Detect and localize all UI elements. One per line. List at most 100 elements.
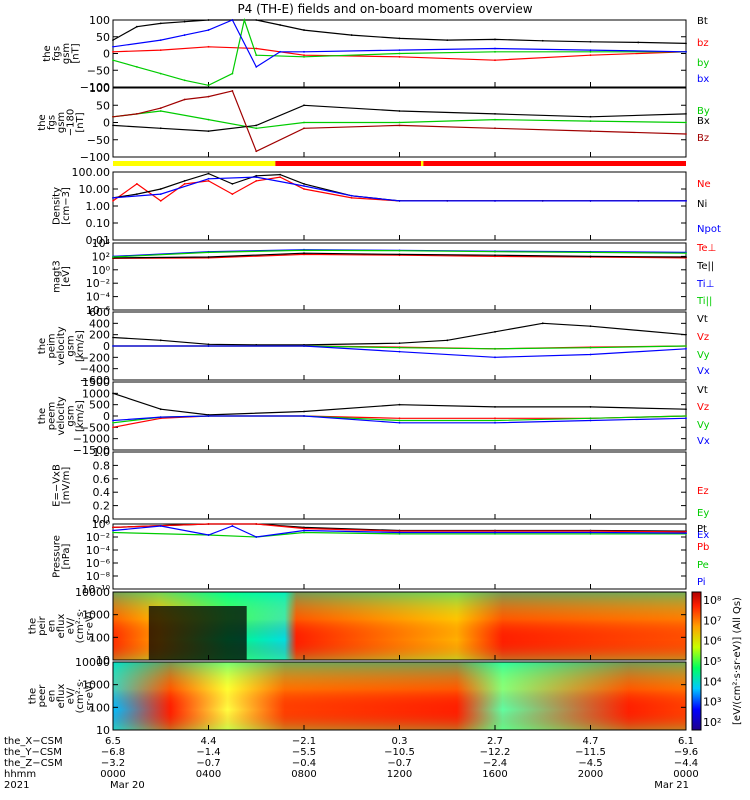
y-axis-label: eflux xyxy=(56,684,67,709)
data-point xyxy=(589,417,592,420)
data-point xyxy=(112,256,114,258)
legend-entry: Ex xyxy=(697,530,709,541)
data-point xyxy=(255,54,258,57)
y-tick-label: 10⁻⁶ xyxy=(86,304,111,317)
series-line-Vt xyxy=(112,322,687,346)
data-point xyxy=(685,408,687,411)
data-point xyxy=(685,347,687,350)
data-point xyxy=(494,356,496,359)
y-tick-label: 100 xyxy=(89,82,110,95)
series-line-Vt xyxy=(112,392,687,416)
footer-value: 0800 xyxy=(291,769,316,780)
colorbar-gradient xyxy=(691,591,702,731)
data-point xyxy=(685,415,687,417)
data-point xyxy=(541,39,544,42)
y-tick-label: 1000 xyxy=(82,679,110,692)
data-point xyxy=(589,50,592,53)
data-point xyxy=(350,34,353,36)
y-axis-label: [nPa] xyxy=(61,543,72,569)
footer-value: 4.4 xyxy=(201,736,217,747)
data-point xyxy=(350,196,353,199)
data-point xyxy=(112,124,114,127)
y-axis-label: −180 xyxy=(66,109,77,136)
data-point xyxy=(398,253,401,256)
data-point xyxy=(398,121,401,124)
data-point xyxy=(112,336,114,339)
footer-value: 2.7 xyxy=(487,736,503,747)
legend-entry: Vy xyxy=(697,420,710,431)
y-tick-label: 0.10 xyxy=(86,217,111,230)
footer-value: 0000 xyxy=(100,769,125,780)
y-tick-label: 500 xyxy=(89,399,110,412)
data-point xyxy=(255,66,258,68)
data-point xyxy=(135,193,138,196)
status-bar-yellow-short xyxy=(420,161,424,166)
data-point xyxy=(207,19,210,21)
legend-entry: Ti⊥ xyxy=(696,279,714,290)
y-axis-label: peer xyxy=(37,684,48,708)
colorbar-tick-label: 10⁵ xyxy=(703,655,721,668)
footer-value: 1200 xyxy=(387,769,412,780)
data-point xyxy=(255,127,258,130)
data-point xyxy=(494,127,496,130)
spectrogram-colorbar: 10⁸ 10⁷ 10⁶ 10⁵ 10⁴ 10³ 10² [eV/(cm²·s·sr·eV)] … xyxy=(691,591,743,731)
legend-entry: Ez xyxy=(697,486,709,497)
y-axis-label: E=−VxB xyxy=(51,464,62,507)
y-axis-label: [nT] xyxy=(75,112,86,132)
data-point xyxy=(255,47,258,50)
data-point xyxy=(589,406,592,408)
data-point xyxy=(243,19,246,21)
data-point xyxy=(159,416,162,419)
footer-value: Mar 20 xyxy=(110,780,145,791)
data-point xyxy=(685,112,687,115)
data-point xyxy=(589,353,592,356)
data-point xyxy=(159,72,162,75)
y-axis-label: [mV/m] xyxy=(61,467,72,505)
legend-entry: Ne xyxy=(697,179,711,190)
y-tick-label: 10⁻¹⁰ xyxy=(81,583,110,596)
legend-entry: Pb xyxy=(697,542,709,553)
data-point xyxy=(685,532,687,534)
data-point xyxy=(494,330,496,333)
y-tick-label: −100 xyxy=(80,81,110,94)
data-point xyxy=(112,426,114,429)
data-point xyxy=(112,419,114,422)
data-point xyxy=(303,104,305,107)
data-point xyxy=(207,172,210,175)
legend-entry: Te|| xyxy=(696,261,714,272)
y-tick-label: 10⁻⁴ xyxy=(86,544,111,557)
data-point xyxy=(112,196,114,199)
y-tick-label: 10⁻² xyxy=(86,531,110,544)
footer-value: −0.7 xyxy=(196,758,220,769)
series-line-bx xyxy=(112,19,687,68)
data-point xyxy=(541,322,544,325)
data-point xyxy=(135,66,138,68)
legend-entry: Vy xyxy=(697,350,710,361)
data-point xyxy=(255,150,258,153)
data-point xyxy=(398,52,401,55)
footer-value: −0.7 xyxy=(387,758,411,769)
data-point xyxy=(303,345,305,347)
data-point xyxy=(350,194,353,197)
legend-entry: Vz xyxy=(697,402,709,413)
data-point xyxy=(303,185,305,187)
data-point xyxy=(207,523,210,525)
series-line-Ni xyxy=(112,172,686,202)
footer-value: −0.4 xyxy=(292,758,316,769)
data-point xyxy=(255,19,258,21)
legend-entry: Ni xyxy=(697,199,707,210)
data-point xyxy=(303,410,305,413)
footer-value: 0.3 xyxy=(392,736,408,747)
data-point xyxy=(159,193,162,196)
data-point xyxy=(207,118,210,121)
data-point xyxy=(685,345,687,347)
footer-row-label: the_X−CSM xyxy=(4,736,63,747)
data-point xyxy=(685,121,687,124)
data-point xyxy=(398,350,401,353)
footer-value: −12.2 xyxy=(480,747,511,758)
legend-entry: Vx xyxy=(697,366,710,377)
data-point xyxy=(207,534,210,536)
data-point xyxy=(207,415,210,417)
